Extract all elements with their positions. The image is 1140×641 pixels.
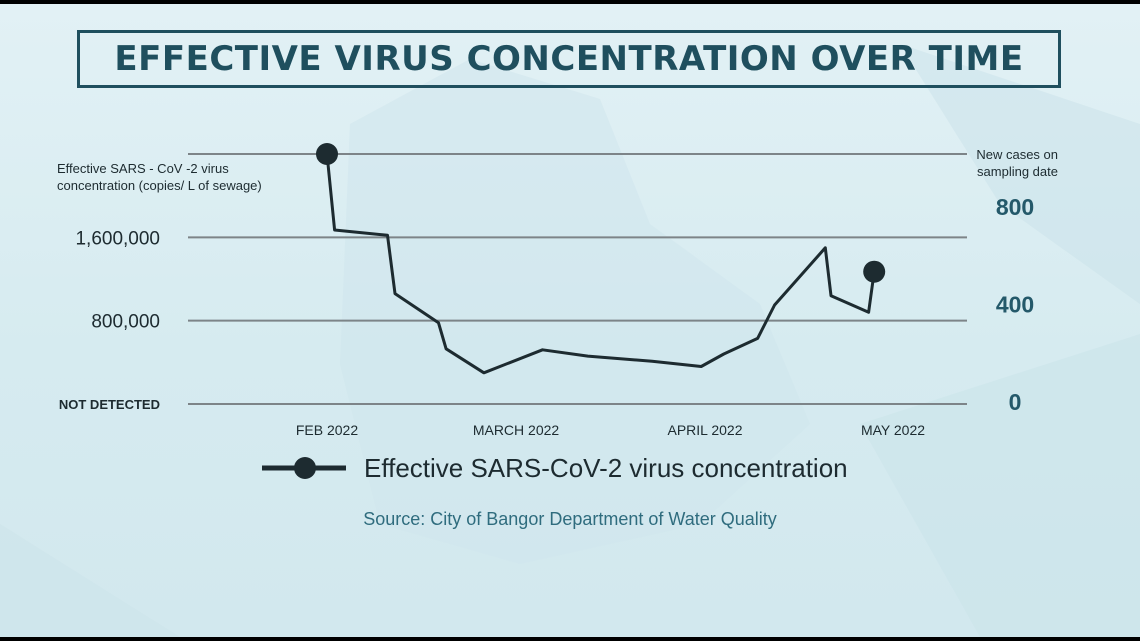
chart-background: EFFECTIVE VIRUS CONCENTRATION OVER TIME … bbox=[0, 4, 1140, 637]
legend: Effective SARS-CoV-2 virus concentration bbox=[262, 448, 848, 488]
x-tick-label-2: APRIL 2022 bbox=[668, 422, 743, 438]
y-right-tick-label-2: 800 bbox=[996, 194, 1034, 220]
x-tick-label-0: FEB 2022 bbox=[296, 422, 358, 438]
x-tick-label-1: MARCH 2022 bbox=[473, 422, 560, 438]
series-line-0 bbox=[325, 152, 876, 375]
chart-title-box: EFFECTIVE VIRUS CONCENTRATION OVER TIME bbox=[77, 30, 1061, 88]
source-note: Source: City of Bangor Department of Wat… bbox=[363, 509, 777, 529]
background-decoration bbox=[0, 44, 1140, 637]
y-right-tick-label-0: 0 bbox=[1009, 389, 1022, 415]
y-right-label-line-1: New cases on bbox=[976, 147, 1058, 162]
y-right-label-line-2: sampling date bbox=[977, 164, 1058, 179]
chart-title: EFFECTIVE VIRUS CONCENTRATION OVER TIME bbox=[114, 39, 1024, 79]
legend-marker bbox=[262, 457, 346, 479]
series-start-point bbox=[316, 143, 338, 165]
y-left-label-line-2: concentration (copies/ L of sewage) bbox=[57, 178, 262, 193]
x-tick-label-3: MAY 2022 bbox=[861, 422, 925, 438]
y-left-tick-label-1: 800,000 bbox=[91, 312, 160, 333]
y-left-tick-label-0: NOT DETECTED bbox=[59, 397, 160, 412]
series-layer bbox=[316, 143, 886, 375]
legend-label: Effective SARS-CoV-2 virus concentration bbox=[364, 452, 848, 483]
series-end-point bbox=[863, 260, 886, 283]
y-right-tick-label-1: 400 bbox=[996, 292, 1034, 318]
line-chart: Effective SARS - CoV -2 virus concentrat… bbox=[57, 143, 1058, 438]
y-left-label-line-1: Effective SARS - CoV -2 virus bbox=[57, 161, 229, 176]
y-left-tick-label-2: 1,600,000 bbox=[75, 228, 160, 249]
y-left-ticks: NOT DETECTED 800,000 1,600,000 bbox=[59, 228, 160, 412]
y-right-ticks: 0 400 800 bbox=[996, 194, 1034, 415]
x-ticks: FEB 2022 MARCH 2022 APRIL 2022 MAY 2022 bbox=[296, 422, 925, 438]
grid-lines bbox=[188, 153, 967, 405]
